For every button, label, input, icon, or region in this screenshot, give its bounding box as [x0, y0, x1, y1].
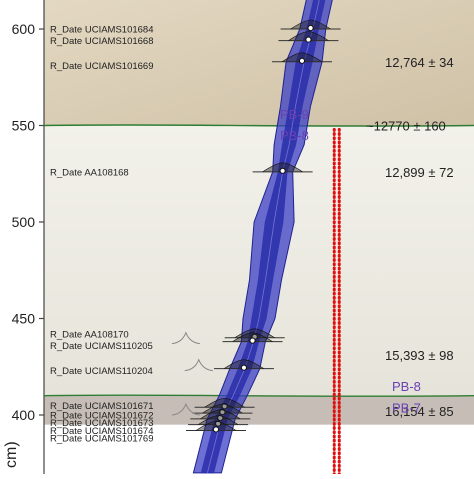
y-axis-label: cm): [3, 441, 20, 468]
unit-band-pb-9: [44, 0, 474, 126]
probability-curve: [234, 328, 275, 339]
age-annotation: 12,764 ± 34: [385, 55, 454, 70]
y-tick-label: 500: [12, 214, 36, 230]
sample-label: R_Date UCIAMS101673: [50, 418, 154, 429]
sample-dates: [171, 19, 341, 433]
probability-curve: [262, 162, 303, 173]
unit-label: PB-8: [392, 379, 421, 394]
sample-label: R_Date AA108170: [50, 329, 129, 340]
age-annotation: 12,899 ± 72: [385, 165, 454, 180]
probability-curve: [202, 403, 243, 414]
unit-band-pb-7: [44, 395, 474, 425]
probability-curve: [195, 421, 237, 431]
probability-curve: [197, 415, 239, 425]
unit-label: PB-7: [392, 400, 421, 415]
age-annotation: 15,393 ± 98: [385, 348, 454, 363]
sample-label: R_Date UCIAMS110205: [50, 341, 153, 352]
dotted-reference-line: [332, 127, 341, 476]
sample-label: R_Date UCIAMS101669: [50, 61, 154, 72]
sample-label: R_Date AA108168: [50, 167, 129, 178]
probability-curve: [281, 52, 323, 63]
unit-label: PB-9: [280, 107, 309, 122]
y-tick-label: 550: [12, 118, 36, 134]
sample-point: [305, 36, 312, 43]
probability-curve: [223, 359, 265, 369]
probability-curve: [232, 332, 273, 342]
prior-distribution: [171, 331, 200, 345]
sample-point: [249, 337, 256, 344]
y-tick-label: 400: [12, 407, 36, 423]
probability-curve: [204, 397, 245, 408]
axis-background: [0, 0, 44, 474]
age-annotations: 12,764 ± 34 ~12770 ± 160 12,899 ± 72 15,393…: [366, 55, 454, 419]
sample-point: [217, 414, 224, 421]
probability-curve: [200, 409, 241, 420]
prior-distribution: [184, 358, 213, 372]
sample-label: R_Date UCIAMS101672: [50, 411, 154, 422]
y-tick-label: 600: [12, 21, 36, 37]
sample-label: R_Date UCIAMS101668: [50, 36, 154, 47]
sample-point: [221, 403, 228, 410]
sample-point: [307, 24, 314, 32]
envelope-inner: [200, 0, 326, 474]
sample-point: [219, 408, 226, 416]
probability-curve: [290, 19, 331, 30]
sample-point: [215, 420, 222, 427]
sample-label: R_Date UCIAMS101674: [50, 426, 154, 437]
sample-label: R_Date UCIAMS101769: [50, 434, 154, 445]
sample-point: [279, 167, 286, 174]
age-annotation: ~12770 ± 160: [366, 119, 446, 134]
unit-label: PB-8: [280, 128, 309, 143]
sample-label: R_Date UCIAMS101671: [50, 401, 154, 412]
boundary-line: [43, 124, 474, 127]
unit-labels: PB-9 PB-8 PB-8 PB-7: [280, 107, 421, 415]
sample-label: R_Date UCIAMS110204: [50, 366, 153, 377]
age-annotation: 16,154 ± 85: [385, 404, 454, 419]
sample-point: [212, 426, 220, 433]
sample-point: [298, 57, 306, 64]
sample-point: [240, 364, 248, 371]
prior-distribution: [171, 402, 200, 416]
y-tick-label: 450: [12, 311, 36, 327]
sample-label: R_Date UCIAMS101684: [50, 25, 154, 36]
probability-curve: [288, 31, 329, 41]
